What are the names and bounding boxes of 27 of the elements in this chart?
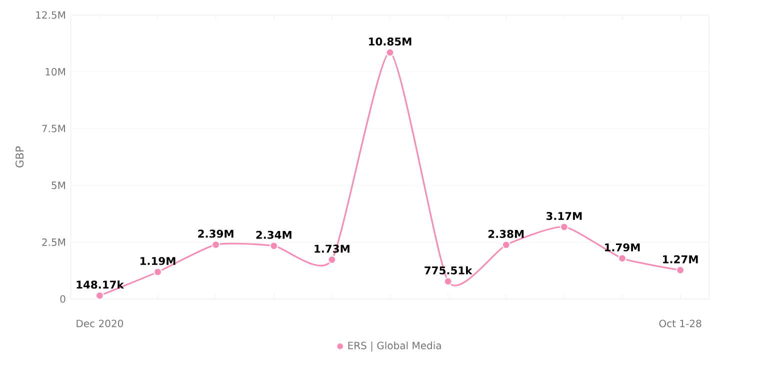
y-tick-label: 10M bbox=[46, 68, 65, 76]
x-tick-label: Dec 2020 bbox=[76, 320, 124, 328]
data-label: 1.27M bbox=[663, 255, 698, 264]
point bbox=[444, 277, 452, 286]
point bbox=[502, 240, 510, 250]
data-label: 2.38M bbox=[488, 230, 524, 238]
y-tick-label: 5M bbox=[52, 182, 65, 190]
data-label: 148.17k bbox=[76, 280, 124, 289]
point bbox=[386, 48, 394, 57]
x-tick-label: Oct 1-28 bbox=[659, 320, 702, 328]
y-axis-title: GBP bbox=[16, 146, 24, 168]
data-label: 775.51k bbox=[424, 266, 472, 274]
y-tick-label: 7.5M bbox=[42, 124, 65, 132]
y-tick-label: 12.5M bbox=[36, 11, 65, 19]
point bbox=[153, 268, 162, 276]
data-label: 1.79M bbox=[604, 243, 640, 252]
point bbox=[328, 255, 336, 264]
y-tick-label: 0 bbox=[60, 295, 66, 303]
legend-label: ERS | Global Media bbox=[348, 342, 441, 352]
data-label: 3.17M bbox=[546, 212, 582, 220]
data-label: 2.39M bbox=[198, 230, 234, 238]
data-label: 2.34M bbox=[256, 230, 292, 239]
data-label: 1.19M bbox=[140, 256, 176, 266]
data-label: 10.85M bbox=[369, 37, 412, 46]
data-label: 1.73M bbox=[314, 244, 350, 253]
point bbox=[560, 222, 568, 232]
y-tick-label: 2.5M bbox=[42, 238, 65, 246]
